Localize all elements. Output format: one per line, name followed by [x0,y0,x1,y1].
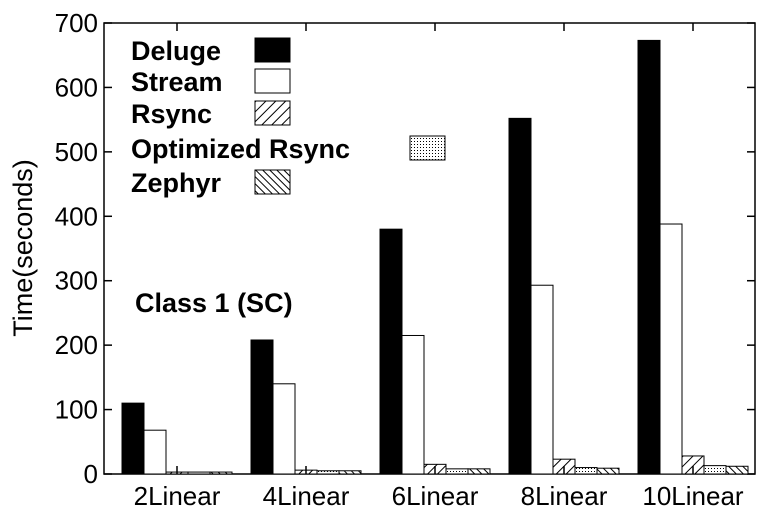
x-tick-label: 2Linear [134,481,221,511]
legend-label: Optimized Rsync [131,134,350,164]
x-tick-label: 10Linear [642,481,744,511]
legend-label: Deluge [131,36,221,66]
bar-zephyr [725,465,749,475]
legend-label: Zephyr [131,168,222,198]
x-tick-label: 4Linear [263,481,350,511]
bar-deluge [250,339,274,475]
bar-optimized-rsync [187,471,211,475]
y-tick-label: 0 [84,459,98,489]
bar-optimized-rsync [703,465,727,475]
legend-swatch [254,68,291,94]
legend-swatch [254,169,291,195]
bar-stream [530,284,554,475]
bar-deluge [637,39,661,475]
bar-stream [401,334,425,475]
y-axis-label: Time(seconds) [8,159,38,337]
x-tick-label: 8Linear [521,481,608,511]
y-tick-label: 400 [55,201,98,231]
y-axis-ticks: 0 100 200 300 400 500 600 700 [55,8,755,489]
bar-stream [272,383,296,475]
x-axis-ticks: 2Linear 4Linear 6Linear 8Linear 10Linear [134,23,744,511]
legend-swatch [254,37,291,63]
y-tick-label: 700 [55,8,98,38]
bar-deluge [508,117,532,475]
legend-label: Rsync [131,99,212,129]
bar-optimized-rsync [445,468,469,475]
x-tick-label: 6Linear [392,481,479,511]
y-tick-label: 200 [55,330,98,360]
y-tick-label: 300 [55,266,98,296]
bar-stream [659,223,683,475]
bar-zephyr [338,470,362,475]
bar-deluge [379,228,403,475]
y-tick-label: 600 [55,72,98,102]
bar-optimized-rsync [574,467,598,475]
bars [121,39,749,475]
y-tick-label: 100 [55,395,98,425]
bar-optimized-rsync [316,470,340,475]
bar-zephyr [596,467,620,475]
legend-label: Stream [131,67,223,97]
class-annotation: Class 1 (SC) [135,288,293,318]
bar-zephyr [209,471,233,475]
y-tick-label: 500 [55,137,98,167]
legend-swatch [254,100,291,126]
bar-deluge [121,402,145,475]
bar-zephyr [467,468,491,475]
bar-stream [143,429,167,475]
legend-swatch [409,135,446,161]
